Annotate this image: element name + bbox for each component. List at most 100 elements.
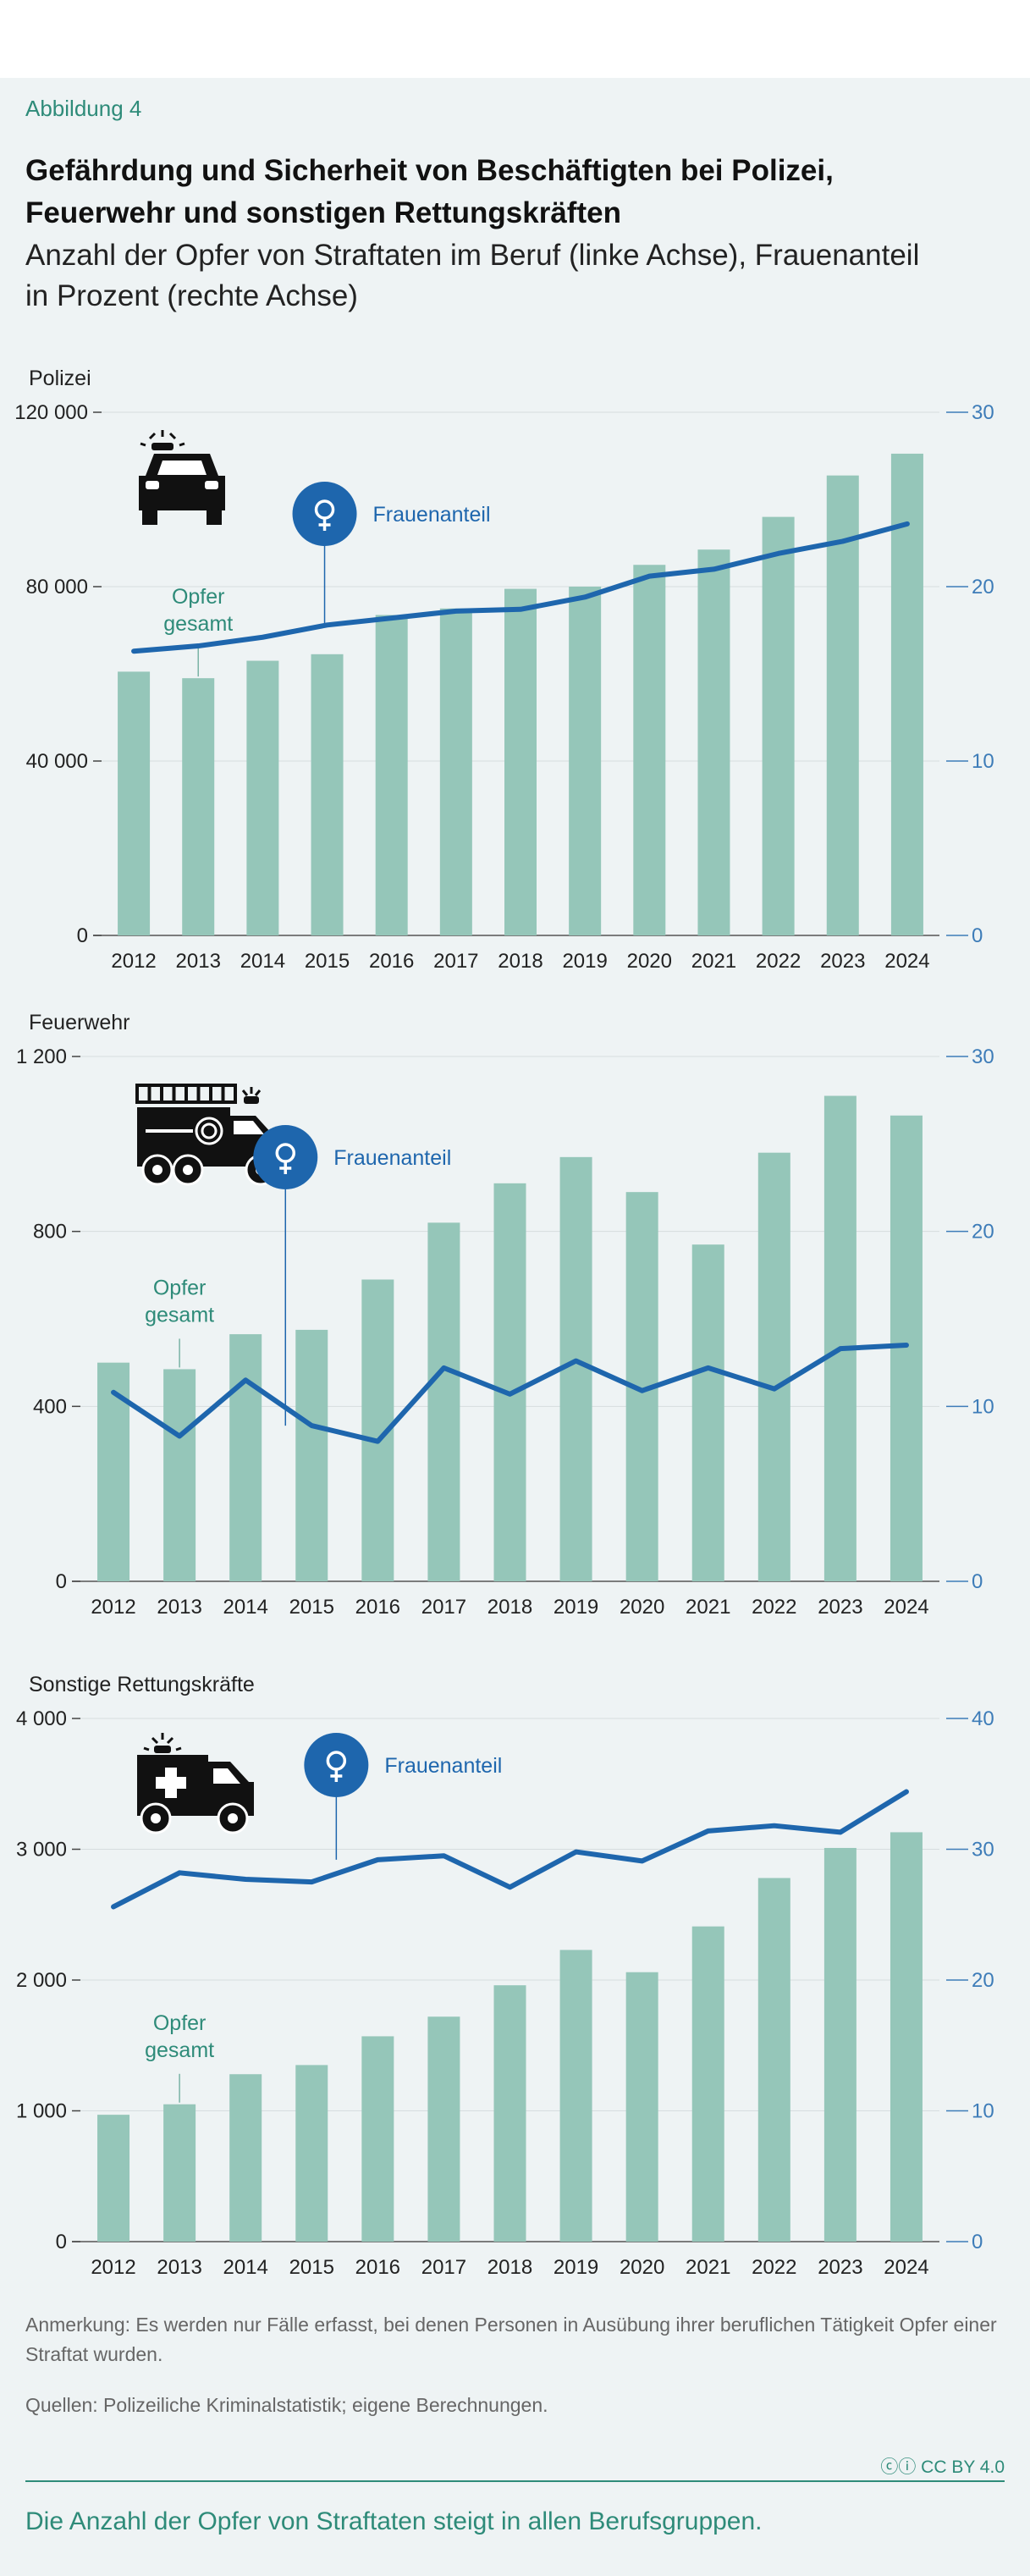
x-tick-label: 2016 xyxy=(355,2256,400,2279)
bar-2018 xyxy=(504,588,537,935)
bar-2019 xyxy=(559,1156,592,1581)
bar-2014 xyxy=(229,2074,262,2242)
bar-2024 xyxy=(890,453,923,935)
bar-2019 xyxy=(559,1950,592,2242)
siren-light xyxy=(151,443,174,450)
right-axis-tick-label: 0 xyxy=(972,2231,983,2253)
right-axis-tick-label: 30 xyxy=(972,1045,994,1068)
bar-2024 xyxy=(890,1115,923,1581)
hose-reel-inner xyxy=(201,1123,218,1139)
truck-window xyxy=(234,1121,264,1134)
x-tick-label: 2013 xyxy=(157,2256,201,2279)
x-tick-label: 2015 xyxy=(305,950,350,973)
siren-light xyxy=(154,1746,171,1753)
x-tick-label: 2020 xyxy=(620,2256,664,2279)
x-tick-label: 2013 xyxy=(157,1596,201,1619)
figure-label: Abbildung 4 xyxy=(25,96,142,121)
bar-2015 xyxy=(295,1329,328,1581)
x-tick-label: 2018 xyxy=(487,1596,532,1619)
headlight-right xyxy=(205,481,218,489)
bar-2017 xyxy=(427,1222,460,1581)
x-tick-label: 2022 xyxy=(756,950,801,973)
panel-title: Feuerwehr xyxy=(29,1011,130,1034)
figure-subtitle-line-2: in Prozent (rechte Achse) xyxy=(25,279,358,312)
left-axis-tick-label: 4 000 xyxy=(16,1707,67,1730)
chart-1: Polizei 0 40 000 80 000 120 000 0 10 20 30 2012 20… xyxy=(14,367,994,973)
bar-2012 xyxy=(97,2115,130,2242)
car-windshield xyxy=(157,461,207,475)
right-axis-tick-label: 40 xyxy=(972,1707,994,1730)
right-axis-tick-label: 10 xyxy=(972,750,994,773)
bar-label-line-1: Opfer xyxy=(172,585,225,609)
right-axis-tick-label: 10 xyxy=(972,2100,994,2123)
x-tick-label: 2014 xyxy=(223,1596,267,1619)
bar-2023 xyxy=(823,1095,856,1581)
right-axis-tick-label: 10 xyxy=(972,1395,994,1418)
left-axis-tick-label: 400 xyxy=(33,1395,67,1418)
left-axis-tick-label: 3 000 xyxy=(16,1839,67,1862)
bar-2015 xyxy=(295,2065,328,2242)
note-line-1: Anmerkung: Es werden nur Fälle erfasst, … xyxy=(25,2314,997,2336)
bar-2021 xyxy=(697,549,730,935)
x-tick-label: 2023 xyxy=(820,950,865,973)
footer-divider xyxy=(25,2480,1005,2482)
figure-title-line-1: Gefährdung und Sicherheit von Beschäftig… xyxy=(25,154,834,187)
chart-3: Sonstige Rettungskräfte 0 1 000 2 000 3 000 4… xyxy=(16,1673,994,2279)
x-tick-label: 2012 xyxy=(91,1596,135,1619)
bar-label-line-1: Opfer xyxy=(153,2011,207,2035)
x-tick-label: 2015 xyxy=(289,2256,334,2279)
x-tick-label: 2021 xyxy=(691,950,736,973)
hose-reel-outer xyxy=(195,1117,223,1145)
bar-2022 xyxy=(757,1878,790,2242)
right-axis-tick-label: 30 xyxy=(972,401,994,424)
bar-2017 xyxy=(427,2016,460,2242)
bar-2023 xyxy=(826,475,859,935)
cc-icon: ⓒⓘ xyxy=(880,2457,922,2477)
headlight-left xyxy=(146,481,159,489)
siren-light xyxy=(244,1096,259,1104)
right-axis-tick-label: 20 xyxy=(972,576,994,598)
right-axis-tick-label: 0 xyxy=(972,1570,983,1593)
panel-title: Sonstige Rettungskräfte xyxy=(29,1673,255,1696)
x-tick-label: 2017 xyxy=(433,950,478,973)
figure-subtitle-line-1: Anzahl der Opfer von Straftaten im Beruf… xyxy=(25,239,920,272)
right-axis-tick-label: 20 xyxy=(972,1221,994,1244)
chart-2: Feuerwehr 0 400 800 1 200 0 10 20 30 2012 2013 2014… xyxy=(16,1011,994,1619)
bar-2018 xyxy=(493,1985,526,2242)
source-text: Quellen: Polizeiliche Kriminalstatistik;… xyxy=(25,2394,548,2416)
x-tick-label: 2012 xyxy=(91,2256,135,2279)
x-tick-label: 2017 xyxy=(421,2256,466,2279)
bar-2016 xyxy=(375,615,408,935)
x-tick-label: 2015 xyxy=(289,1596,334,1619)
ambulance-wheel-hub xyxy=(151,1813,161,1823)
bar-2018 xyxy=(493,1183,526,1581)
x-tick-label: 2013 xyxy=(176,950,221,973)
bar-2016 xyxy=(361,2036,394,2242)
right-axis-tick-label: 20 xyxy=(972,1969,994,1992)
bar-2022 xyxy=(757,1152,790,1581)
bar-label-line-2: gesamt xyxy=(163,612,233,636)
bar-2024 xyxy=(890,1832,923,2242)
right-axis-tick-label: 0 xyxy=(972,924,983,947)
x-tick-label: 2017 xyxy=(421,1596,466,1619)
bar-2019 xyxy=(569,587,602,935)
bar-label-line-1: Opfer xyxy=(153,1276,207,1299)
license-text: CC BY 4.0 xyxy=(921,2457,1005,2477)
x-tick-label: 2014 xyxy=(240,950,285,973)
wheel-right xyxy=(207,510,222,525)
female-symbol-cross xyxy=(330,1769,343,1782)
x-tick-label: 2019 xyxy=(554,1596,598,1619)
left-axis-tick-label: 0 xyxy=(77,924,88,947)
bar-2020 xyxy=(633,565,666,935)
female-symbol-cross xyxy=(279,1161,292,1174)
bar-2021 xyxy=(691,1244,724,1581)
siren-rays xyxy=(140,430,185,447)
x-tick-label: 2022 xyxy=(752,2256,796,2279)
x-tick-label: 2024 xyxy=(884,950,929,973)
truck-wheel-hub xyxy=(152,1165,162,1175)
female-marker-circle xyxy=(253,1125,318,1189)
left-axis-tick-label: 2 000 xyxy=(16,1969,67,1992)
x-tick-label: 2014 xyxy=(223,2256,267,2279)
ambulance-wheel-hub xyxy=(228,1813,238,1823)
